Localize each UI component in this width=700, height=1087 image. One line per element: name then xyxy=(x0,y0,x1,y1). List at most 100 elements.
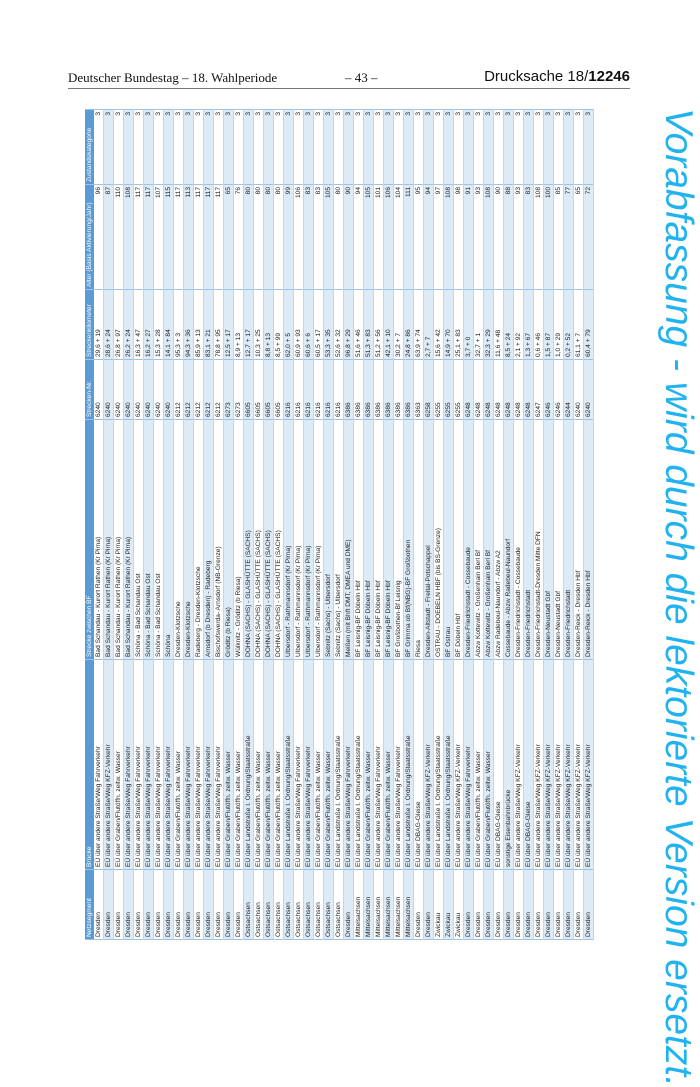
cell-strecke: Ulbersdorf - Rathmannsdorf (Kr Pirna) xyxy=(303,419,314,660)
cell-alter: 101 xyxy=(373,184,384,290)
cell-zustandskategorie: 3 xyxy=(183,109,194,185)
cell-zustandskategorie: 3 xyxy=(383,109,394,185)
cell-netzsegment: Zwickau xyxy=(443,869,454,940)
table-body: Dresden EÜ über andere Straße/Weg Fahrver… xyxy=(94,109,594,940)
cell-bruecke: EÜ über andere Straße/Weg Fahrverkehr xyxy=(163,659,174,870)
cell-zustandskategorie: 3 xyxy=(443,109,454,185)
cell-streckenkilometer: 83,1 + 21 xyxy=(203,289,214,360)
table-row: Ostsachsen EÜ über Graben/Flutöffn. zeitw… xyxy=(323,109,334,940)
cell-netzsegment: Dresden xyxy=(223,869,234,940)
table-row: Dresden EÜ über andere Straße/Weg Fahrver… xyxy=(343,109,354,940)
cell-bruecke: EÜ über Graben/Flutöffn. zeitw. Wasser xyxy=(263,659,274,870)
cell-strecken-nr: 6244 xyxy=(563,359,574,420)
cell-alter: 104 xyxy=(393,184,404,290)
cell-strecke: Ulbersdorf - Rathmannsdorf (Kr Pirna) xyxy=(293,419,304,660)
cell-netzsegment: Ostsachsen xyxy=(283,869,294,940)
cell-streckenkilometer: 12,5 + 17 xyxy=(223,289,234,360)
cell-strecke: Sebnitz (Sachs) - Ulbersdorf xyxy=(323,419,334,660)
column-header-strecken-nr: Strecken-Nr. xyxy=(85,359,94,420)
cell-bruecke: EÜ über andere Straße/Weg KFZ-Verkehr xyxy=(563,659,574,870)
cell-strecken-nr: 6258 xyxy=(423,359,434,420)
publication-title: Deutscher Bundestag – 18. Wahlperiode xyxy=(68,70,278,85)
cell-bruecke: EÜ über andere Straße/Weg Fahrverkehr xyxy=(123,659,134,870)
cell-alter: 108 xyxy=(533,184,544,290)
cell-strecken-nr: 6216 xyxy=(283,359,294,420)
cell-alter: 110 xyxy=(113,184,124,290)
cell-alter: 80 xyxy=(253,184,264,290)
cell-alter: 90 xyxy=(493,184,504,290)
cell-netzsegment: Dresden xyxy=(143,869,154,940)
cell-streckenkilometer: 30,2 + 7 xyxy=(393,289,404,360)
cell-alter: 111 xyxy=(403,184,414,290)
table-row: Dresden EÜ über andere Straße/Weg Fahrver… xyxy=(203,109,214,940)
cell-zustandskategorie: 3 xyxy=(553,109,564,185)
cell-netzsegment: Dresden xyxy=(583,869,594,940)
cell-streckenkilometer: 14,1 + 84 xyxy=(163,289,174,360)
table-row: Ostsachsen EÜ über Landstraße I. Ordnung/… xyxy=(333,109,344,940)
cell-netzsegment: Dresden xyxy=(103,869,114,940)
cell-alter: 93 xyxy=(473,184,484,290)
column-header-streckenkilometer: Streckenkilometer xyxy=(85,289,94,360)
table-row: Mittelsachsen EÜ über Landstraße I. Ordnu… xyxy=(403,109,414,940)
table-row: Ostsachsen EÜ über Graben/Flutöffn. zeitw… xyxy=(253,109,264,940)
cell-alter: 88 xyxy=(503,184,514,290)
cell-strecken-nr: 6216 xyxy=(293,359,304,420)
cell-alter: 117 xyxy=(193,184,204,290)
cell-streckenkilometer: 26,8 + 97 xyxy=(113,289,124,360)
column-header-strecke: Strecke zwischen BF xyxy=(85,419,94,660)
cell-netzsegment: Dresden xyxy=(343,869,354,940)
cell-zustandskategorie: 3 xyxy=(113,109,124,185)
cell-zustandskategorie: 3 xyxy=(143,109,154,185)
cell-strecken-nr: 6248 xyxy=(473,359,484,420)
cell-strecken-nr: 6240 xyxy=(133,359,144,420)
cell-alter: 113 xyxy=(183,184,194,290)
cell-strecken-nr: 6212 xyxy=(173,359,184,420)
cell-strecken-nr: 6247 xyxy=(533,359,544,420)
cell-netzsegment: Dresden xyxy=(553,869,564,940)
table-row: Mittelsachsen EÜ über andere Straße/Weg F… xyxy=(373,109,384,940)
cell-netzsegment: Ostsachsen xyxy=(273,869,284,940)
table-row: Dresden EÜ über andere Straße/Weg KFZ-Ver… xyxy=(423,109,434,940)
cell-zustandskategorie: 3 xyxy=(273,109,284,185)
cell-strecke: Dresden-Friedrichstadt-Dresden Mitte DFN xyxy=(533,419,544,660)
cell-strecken-nr: 6240 xyxy=(583,359,594,420)
cell-zustandskategorie: 3 xyxy=(253,109,264,185)
cell-strecke: Bad Schandau - Kurort Rathen (Kr Pirna) xyxy=(123,419,134,660)
document-number: Drucksache 18/12246 xyxy=(484,68,630,85)
cell-streckenkilometer: 51,6 + 46 xyxy=(353,289,364,360)
table-row: Ostsachsen EÜ über Graben/Flutöffn. zeitw… xyxy=(313,109,324,940)
cell-netzsegment: Dresden xyxy=(193,869,204,940)
cell-strecken-nr: 6273 xyxy=(233,359,244,420)
table-row: Dresden EÜ über andere Straße/Weg Fahrver… xyxy=(183,109,194,940)
cell-strecke: DOHNA (SACHS) - GLASHÜTTE (SACHS) xyxy=(253,419,264,660)
cell-bruecke: EÜ über Graben/Flutöffn. zeitw. Wasser xyxy=(113,659,124,870)
cell-netzsegment: Dresden xyxy=(163,869,174,940)
cell-strecken-nr: 6216 xyxy=(323,359,334,420)
cell-alter: 107 xyxy=(153,184,164,290)
cell-strecke: BF Ostrau xyxy=(443,419,454,660)
cell-strecke: BF Großbothen-Bf Leisnig xyxy=(393,419,404,660)
cell-zustandskategorie: 3 xyxy=(403,109,414,185)
cell-bruecke: EÜ über DBAG-Gleise xyxy=(493,659,504,870)
cell-bruecke: EÜ über andere Straße/Weg Fahrverkehr xyxy=(393,659,404,870)
table-row: Dresden EÜ über andere Straße/Weg KFZ-Ver… xyxy=(553,109,564,940)
cell-alter: 80 xyxy=(273,184,284,290)
cell-strecken-nr: 6246 xyxy=(553,359,564,420)
table-row: Dresden EÜ über andere Straße/Weg KFZ-Ver… xyxy=(563,109,574,940)
cell-bruecke: EÜ über Landstraße I. Ordnung/Staatsstra… xyxy=(443,659,454,870)
cell-alter: 90 xyxy=(343,184,354,290)
cell-zustandskategorie: 3 xyxy=(393,109,404,185)
cell-streckenkilometer: 8,8 + 13 xyxy=(263,289,274,360)
cell-alter: 83 xyxy=(303,184,314,290)
cell-streckenkilometer: 60,4 + 79 xyxy=(583,289,594,360)
cell-strecken-nr: 6386 xyxy=(353,359,364,420)
cell-netzsegment: Mittelsachsen xyxy=(363,869,374,940)
table-row: Zwickau EÜ über andere Straße/Weg KFZ-Ver… xyxy=(453,109,464,940)
cell-zustandskategorie: 3 xyxy=(323,109,334,185)
cell-streckenkilometer: 8,5 + 24 xyxy=(503,289,514,360)
cell-strecken-nr: 6386 xyxy=(403,359,414,420)
cell-bruecke: sonstige Eisenbahnbrücke xyxy=(503,659,514,870)
cell-strecken-nr: 6248 xyxy=(493,359,504,420)
cell-bruecke: EÜ über Graben/Flutöffn. zeitw. Wasser xyxy=(323,659,334,870)
cell-alter: 91 xyxy=(463,184,474,290)
